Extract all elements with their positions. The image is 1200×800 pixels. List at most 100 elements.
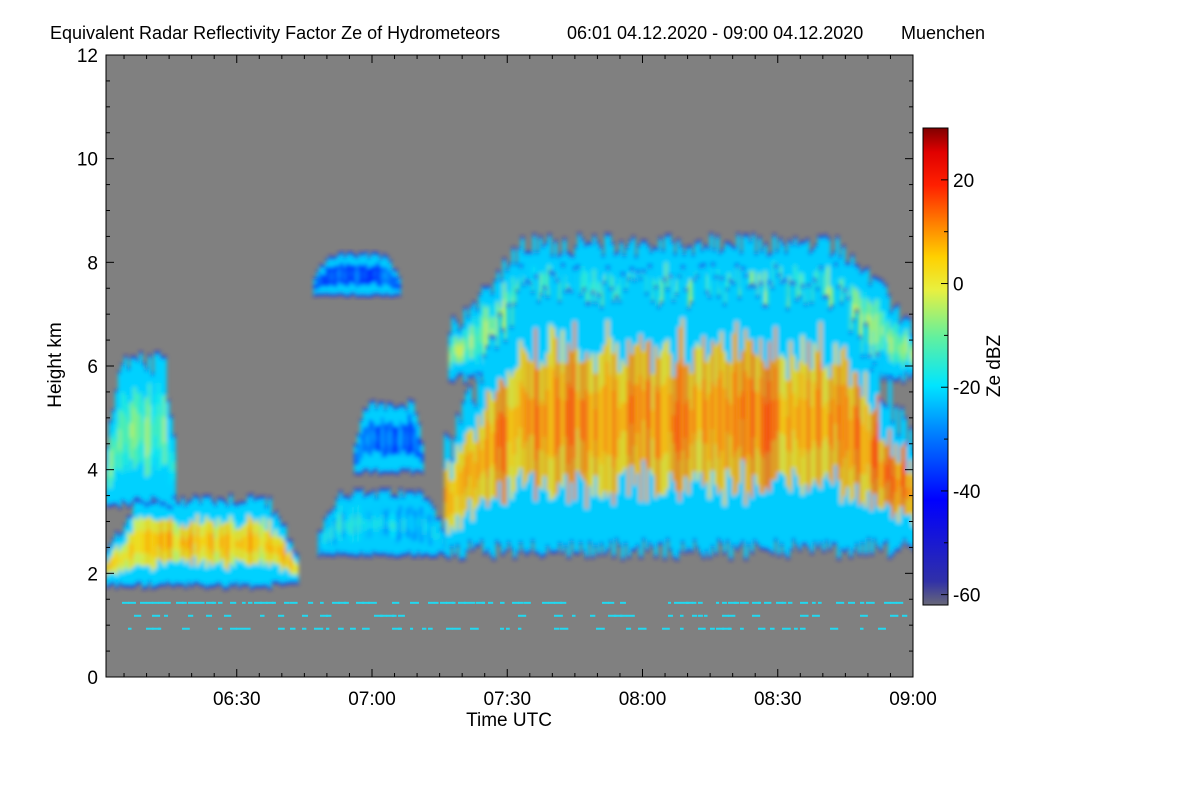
clutter-dot	[554, 601, 563, 604]
clutter-dot	[428, 601, 435, 604]
clutter-dot	[254, 601, 263, 604]
clutter-dot	[446, 627, 453, 630]
clutter-dot	[206, 614, 213, 617]
echo-core-inner	[326, 527, 331, 540]
clutter-dot	[158, 627, 162, 630]
clutter-dot	[800, 601, 809, 604]
echo-core-inner	[118, 556, 122, 563]
echo-core-inner	[154, 532, 158, 557]
echo-core-inner	[370, 271, 374, 278]
echo-core-inner	[675, 401, 679, 453]
y-axis-label: Height km	[45, 322, 66, 408]
clutter-dot	[728, 627, 732, 630]
echo-core-inner	[747, 377, 751, 455]
echo-core-inner	[459, 472, 463, 510]
clutter-dot	[182, 627, 190, 630]
echo-core-inner	[864, 405, 868, 474]
x-tick-label: 07:30	[483, 689, 531, 710]
clutter-dot	[560, 601, 567, 604]
echo-core-inner	[395, 519, 400, 535]
clutter-dot	[758, 601, 762, 604]
echo-core-inner	[124, 416, 128, 444]
echo-core-inner	[397, 284, 401, 288]
echo-core-inner	[807, 379, 811, 454]
echo-core-inner	[157, 534, 161, 547]
echo-core-inner	[849, 419, 853, 470]
clutter-dot	[284, 601, 290, 604]
clutter-dot	[728, 601, 737, 604]
echo-core-inner	[468, 451, 472, 476]
echo-core-inner	[903, 460, 907, 497]
echo-core-inner	[379, 271, 383, 283]
echo-core-inner	[404, 433, 409, 447]
clutter-dot	[134, 614, 142, 617]
clutter-dot	[752, 614, 761, 617]
clutter-dot	[722, 627, 731, 630]
echo-core-inner	[352, 270, 356, 279]
clutter-dot	[812, 601, 816, 604]
echo-core-inner	[624, 402, 628, 431]
echo-core-inner	[837, 405, 841, 441]
echo-core-inner	[762, 396, 766, 459]
clutter-dot	[764, 601, 772, 604]
echo-core-inner	[642, 390, 646, 421]
echo-core-inner	[253, 535, 257, 551]
clutter-dot	[218, 627, 223, 630]
echo-core-inner	[268, 532, 272, 555]
echo-core-inner	[660, 386, 664, 461]
clutter-dot	[542, 601, 549, 604]
echo-core-inner	[600, 387, 604, 465]
echo-core-inner	[901, 342, 906, 359]
echo-core-inner	[487, 318, 492, 350]
clutter-dot	[236, 627, 243, 630]
echo-core-inner	[471, 451, 475, 500]
echo-core-inner	[295, 566, 299, 572]
echo-core-inner	[834, 384, 838, 424]
clutter-dot	[326, 627, 330, 630]
echo-core-inner	[678, 367, 682, 461]
clutter-dot	[680, 601, 689, 604]
colorbar-axis: -60 -40 -20 0 20	[941, 127, 980, 607]
echo-core-inner	[877, 312, 882, 342]
echo-core-inner	[317, 540, 322, 548]
echo-core-inner	[386, 431, 391, 445]
colorbar-tick-label: 20	[953, 171, 974, 192]
echo-core-inner	[531, 398, 535, 435]
echo-core-inner	[768, 380, 772, 453]
echo-core-inner	[416, 443, 421, 451]
echo-core-inner	[481, 316, 486, 345]
clutter-dot	[152, 601, 159, 604]
clutter-dot	[332, 601, 340, 604]
clutter-dot	[458, 601, 466, 604]
echo-core-inner	[609, 374, 613, 456]
echo-core-inner	[367, 273, 371, 280]
echo-core-inner	[711, 382, 715, 429]
echo-core-inner	[142, 532, 146, 554]
echo-core-inner	[813, 382, 817, 441]
echo-core-inner	[651, 410, 655, 439]
clutter-dot	[362, 627, 370, 630]
echo-core-inner	[344, 521, 349, 530]
echo-core-inner	[448, 352, 453, 362]
echo-core-inner	[783, 399, 787, 436]
clutter-dot	[164, 601, 171, 604]
echo-core-inner	[540, 400, 544, 451]
clutter-dot	[692, 614, 698, 617]
echo-core-inner	[738, 396, 742, 447]
clutter-dot	[476, 601, 485, 604]
clutter-dot	[188, 601, 195, 604]
echo-core-inner	[365, 434, 370, 445]
echo-core-inner	[798, 398, 802, 449]
echo-core-inner	[859, 313, 864, 337]
echo-core-inner	[340, 268, 344, 279]
x-tick-label: 07:00	[348, 689, 396, 710]
echo-core-inner	[127, 541, 131, 562]
echo-core-inner	[669, 394, 673, 432]
echo-core-inner	[822, 407, 826, 441]
echo-core-inner	[320, 540, 325, 543]
echo-core-inner	[444, 487, 448, 503]
echo-core-inner	[331, 272, 335, 281]
clutter-dot	[392, 601, 400, 604]
echo-core-inner	[585, 389, 589, 472]
